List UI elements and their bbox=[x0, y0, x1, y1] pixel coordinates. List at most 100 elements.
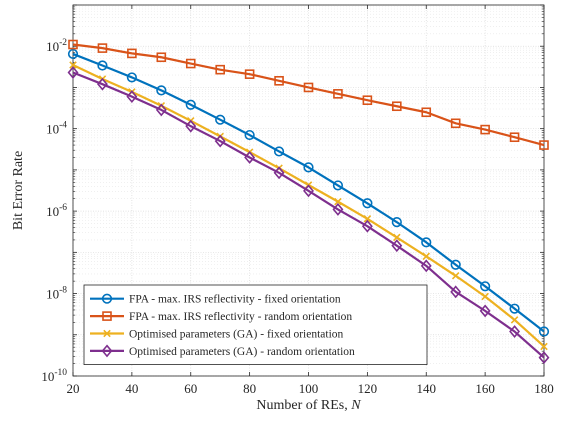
legend-label: FPA - max. IRS reflectivity - random ori… bbox=[129, 311, 352, 323]
data-point bbox=[185, 119, 197, 133]
data-point bbox=[126, 90, 138, 104]
data-point bbox=[67, 66, 79, 79]
data-point bbox=[96, 77, 108, 91]
series-line bbox=[72, 71, 545, 359]
data-point bbox=[97, 60, 108, 71]
x-axis-title: Number of REs, N bbox=[256, 398, 361, 413]
series-2 bbox=[68, 39, 549, 150]
data-point bbox=[332, 202, 344, 216]
data-point bbox=[509, 325, 521, 338]
data-point bbox=[69, 61, 77, 69]
data-point bbox=[127, 48, 137, 59]
series-line bbox=[72, 43, 545, 147]
data-point bbox=[393, 233, 401, 242]
data-point bbox=[480, 281, 491, 292]
data-point bbox=[451, 272, 460, 280]
y-tick-label-base: 10 bbox=[41, 369, 54, 384]
legend-label: FPA - max. IRS reflectivity - fixed orie… bbox=[129, 294, 341, 306]
legend-box bbox=[83, 284, 428, 365]
legend-marker bbox=[102, 311, 112, 321]
y-tick-label-base: 10 bbox=[46, 122, 59, 137]
y-tick-label: 10-8 bbox=[46, 286, 67, 302]
y-tick-label-base: 10 bbox=[46, 287, 59, 302]
data-point bbox=[155, 103, 167, 117]
data-point bbox=[538, 351, 550, 365]
data-point bbox=[126, 72, 137, 83]
legend-marker bbox=[101, 344, 113, 358]
data-point bbox=[450, 285, 462, 299]
y-tick-label: 10-10 bbox=[41, 368, 67, 384]
x-tick-label: 80 bbox=[243, 381, 256, 396]
x-axis-title-text: Number of REs, bbox=[256, 398, 351, 413]
data-point bbox=[303, 184, 314, 198]
data-point bbox=[67, 48, 79, 60]
y-tick-label: 10-2 bbox=[46, 38, 67, 54]
data-point bbox=[97, 43, 108, 53]
axes bbox=[72, 4, 545, 377]
data-point bbox=[420, 259, 432, 273]
data-point bbox=[392, 101, 402, 112]
x-axis-title-variable: N bbox=[350, 398, 361, 413]
data-point bbox=[244, 129, 255, 141]
legend-marker bbox=[101, 293, 113, 304]
y-tick-label: 10-6 bbox=[46, 203, 67, 219]
data-point bbox=[391, 239, 403, 253]
legend-entry: FPA - max. IRS reflectivity - random ori… bbox=[90, 311, 352, 323]
data-point bbox=[68, 39, 78, 50]
data-point bbox=[509, 132, 520, 143]
tick-labels: 20 40 60 80 100 120 140 160 18010-210-410-610-81… bbox=[41, 38, 553, 396]
legend-marker bbox=[103, 329, 111, 338]
data-point bbox=[214, 134, 226, 148]
data-point bbox=[538, 326, 550, 337]
x-tick-label: 140 bbox=[417, 381, 437, 396]
data-point bbox=[185, 99, 196, 110]
data-point bbox=[362, 95, 373, 106]
series-line bbox=[72, 52, 545, 333]
legend-entry: Optimised parameters (GA) - random orien… bbox=[90, 344, 355, 358]
data-point bbox=[156, 52, 167, 63]
data-point bbox=[185, 58, 196, 69]
legend-entry: FPA - max. IRS reflectivity - fixed orie… bbox=[90, 293, 341, 306]
data-point bbox=[273, 166, 285, 180]
series-4 bbox=[67, 66, 550, 365]
data-point bbox=[362, 198, 373, 209]
data-point bbox=[333, 89, 343, 99]
y-tick-label-base: 10 bbox=[46, 204, 59, 219]
data-point bbox=[244, 69, 255, 79]
series-1 bbox=[67, 48, 550, 337]
y-tick-label-base: 10 bbox=[46, 39, 59, 54]
series-group bbox=[67, 39, 550, 365]
legend-label: Optimised parameters (GA) - random orien… bbox=[129, 346, 355, 358]
data-point bbox=[421, 107, 432, 118]
y-axis-title: Bit Error Rate bbox=[11, 151, 26, 230]
legend-label: Optimised parameters (GA) - fixed orient… bbox=[129, 329, 344, 341]
y-tick-label: 10-4 bbox=[46, 121, 67, 137]
data-point bbox=[273, 146, 285, 157]
data-point bbox=[480, 124, 490, 135]
x-tick-label: 180 bbox=[534, 381, 554, 396]
data-point bbox=[215, 114, 226, 125]
legend-entry: Optimised parameters (GA) - fixed orient… bbox=[90, 329, 344, 341]
data-point bbox=[361, 219, 373, 233]
data-point bbox=[421, 237, 432, 248]
x-tick-label: 120 bbox=[358, 381, 378, 396]
data-point bbox=[510, 316, 519, 324]
data-point bbox=[156, 85, 167, 96]
y-tick-label-exponent: -8 bbox=[59, 286, 67, 296]
y-tick-label-exponent: -6 bbox=[59, 203, 67, 213]
data-point bbox=[244, 151, 256, 164]
y-tick-label-exponent: -10 bbox=[54, 368, 67, 378]
data-point bbox=[479, 304, 491, 318]
data-point bbox=[422, 252, 431, 261]
x-tick-label: 20 bbox=[67, 381, 80, 396]
x-tick-label: 60 bbox=[184, 381, 197, 396]
data-point bbox=[274, 75, 284, 86]
legend: FPA - max. IRS reflectivity - fixed orie… bbox=[83, 284, 428, 365]
data-point bbox=[539, 140, 549, 150]
x-tick-label: 100 bbox=[299, 381, 319, 396]
x-tick-label: 160 bbox=[475, 381, 495, 396]
data-point bbox=[450, 118, 461, 129]
y-tick-label-exponent: -4 bbox=[59, 121, 67, 131]
